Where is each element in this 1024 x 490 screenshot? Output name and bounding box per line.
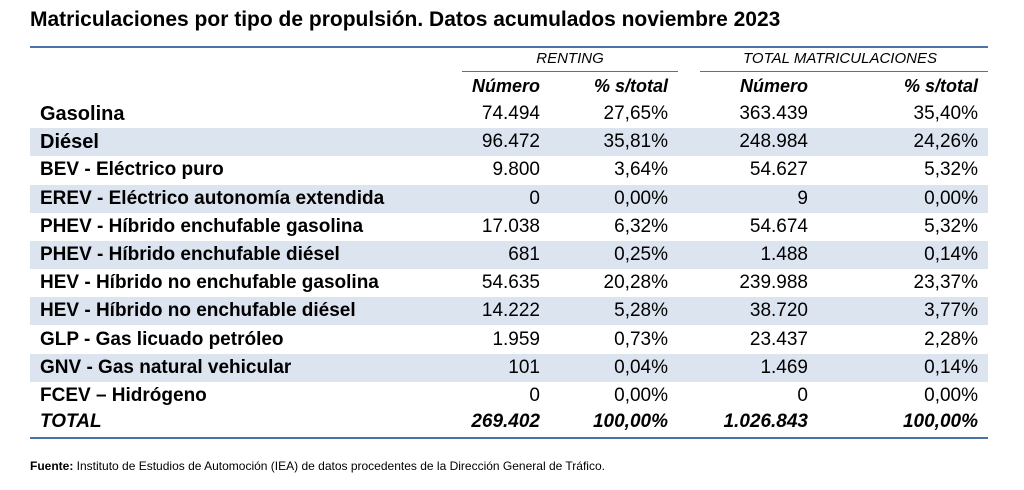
cell-total-numero: 54.627 (749, 159, 808, 181)
cell-total-pct: 5,32% (924, 215, 978, 237)
table-row: EREV - Eléctrico autonomía extendida 0 0,0… (30, 184, 988, 213)
group-underline-total (700, 71, 988, 72)
cell-total-numero: 9 (797, 187, 808, 209)
cell-renting-numero: 96.472 (481, 131, 540, 153)
cell-total-pct: 0,14% (924, 244, 978, 265)
source-note: Fuente: Instituto de Estudios de Automoc… (30, 459, 605, 473)
row-label: HEV - Híbrido no enchufable diésel (40, 300, 356, 322)
cell-total-numero: 38.720 (749, 300, 808, 322)
cell-total-numero: 23.437 (749, 328, 808, 350)
top-rule (30, 46, 988, 48)
cell-total-pct: 5,32% (924, 159, 978, 181)
cell-renting-pct: 27,65% (603, 103, 668, 124)
table-row: GLP - Gas licuado petróleo 1.959 0,73% 23.4… (30, 326, 988, 354)
cell-total-numero: 248.984 (739, 131, 808, 153)
bottom-rule (30, 437, 988, 439)
cell-renting-pct: 20,28% (603, 272, 668, 294)
table-row: GNV - Gas natural vehicular 101 0,04% 1.469… (30, 353, 988, 382)
group-underline-renting (462, 71, 678, 72)
total-total-pct: 100,00% (902, 411, 978, 432)
cell-renting-numero: 14.222 (481, 300, 540, 322)
row-label: FCEV – Hidrógeno (40, 385, 207, 406)
cell-renting-numero: 74.494 (481, 103, 540, 124)
row-label: EREV - Eléctrico autonomía extendida (40, 187, 385, 209)
cell-renting-pct: 3,64% (614, 159, 668, 181)
row-label: BEV - Eléctrico puro (40, 159, 224, 181)
cell-renting-numero: 101 (508, 356, 540, 378)
cell-renting-numero: 54.635 (481, 272, 540, 294)
cell-renting-pct: 0,00% (614, 187, 668, 209)
cell-total-pct: 0,14% (924, 356, 978, 378)
cell-renting-pct: 0,25% (614, 244, 668, 265)
row-label: Diésel (40, 131, 99, 154)
cell-renting-numero: 0 (529, 187, 540, 209)
cell-total-pct: 24,26% (913, 131, 978, 153)
row-label: PHEV - Híbrido enchufable gasolina (40, 215, 364, 237)
cell-renting-pct: 0,04% (614, 356, 668, 378)
table-row: HEV - Híbrido no enchufable diésel 14.222… (30, 297, 988, 326)
cell-renting-pct: 6,32% (614, 215, 668, 237)
group-header-total: TOTAL MATRICULACIONES (743, 50, 937, 67)
table-row: FCEV – Hidrógeno 0 0,00% 0 0,00% (30, 382, 988, 410)
cell-renting-numero: 1.959 (492, 328, 540, 350)
total-label: TOTAL (40, 411, 102, 432)
row-label: Gasolina (40, 103, 125, 125)
row-label: GLP - Gas licuado petróleo (40, 328, 284, 350)
cell-total-numero: 1.469 (760, 356, 808, 378)
cell-total-pct: 0,00% (924, 385, 978, 406)
table-row: HEV - Híbrido no enchufable gasolina 54.6… (30, 269, 988, 297)
table-row: BEV - Eléctrico puro 9.800 3,64% 54.627 5,32… (30, 156, 988, 184)
row-label: PHEV - Híbrido enchufable diésel (40, 244, 340, 265)
col-header-total-numero: Número (739, 76, 808, 96)
group-header-renting: RENTING (536, 50, 604, 67)
cell-total-numero: 54.674 (749, 215, 808, 237)
cell-total-numero: 239.988 (739, 272, 808, 294)
col-header-renting-numero: Número (471, 76, 540, 96)
cell-renting-numero: 17.038 (481, 215, 540, 237)
cell-total-pct: 23,37% (913, 272, 978, 294)
col-header-renting-pct: % s/total (593, 76, 668, 96)
table-row: PHEV - Híbrido enchufable gasolina 17.038… (30, 213, 988, 241)
cell-total-pct: 35,40% (913, 103, 978, 124)
cell-renting-pct: 0,73% (614, 328, 668, 350)
table-row: PHEV - Híbrido enchufable diésel 681 0,25%… (30, 241, 988, 269)
cell-renting-numero: 0 (529, 385, 540, 406)
cell-renting-numero: 9.800 (492, 159, 540, 181)
row-label: HEV - Híbrido no enchufable gasolina (40, 272, 379, 294)
cell-renting-pct: 0,00% (614, 385, 668, 406)
col-header-total-pct: % s/total (903, 76, 978, 96)
cell-renting-pct: 35,81% (603, 131, 668, 153)
total-row: TOTAL 269.402 100,00% 1.026.843 100,00% (30, 408, 988, 436)
cell-total-numero: 363.439 (739, 103, 808, 124)
row-label: GNV - Gas natural vehicular (40, 356, 292, 378)
cell-renting-pct: 5,28% (614, 300, 668, 322)
page-title: Matriculaciones por tipo de propulsión. … (30, 8, 781, 31)
total-total-numero: 1.026.843 (723, 411, 808, 432)
cell-total-numero: 1.488 (760, 244, 808, 265)
cell-renting-numero: 681 (508, 244, 540, 265)
total-renting-pct: 100,00% (592, 411, 668, 432)
cell-total-pct: 3,77% (924, 300, 978, 322)
table-row: Gasolina 74.494 27,65% 363.439 35,40% (30, 100, 988, 128)
source-text: Instituto de Estudios de Automoción (IEA… (73, 459, 605, 473)
total-renting-numero: 269.402 (471, 411, 540, 432)
table-row: Diésel 96.472 35,81% 248.984 24,26% (30, 128, 988, 157)
cell-total-numero: 0 (797, 385, 808, 406)
source-prefix: Fuente: (30, 459, 74, 473)
cell-total-pct: 0,00% (924, 187, 978, 209)
cell-total-pct: 2,28% (924, 328, 978, 350)
